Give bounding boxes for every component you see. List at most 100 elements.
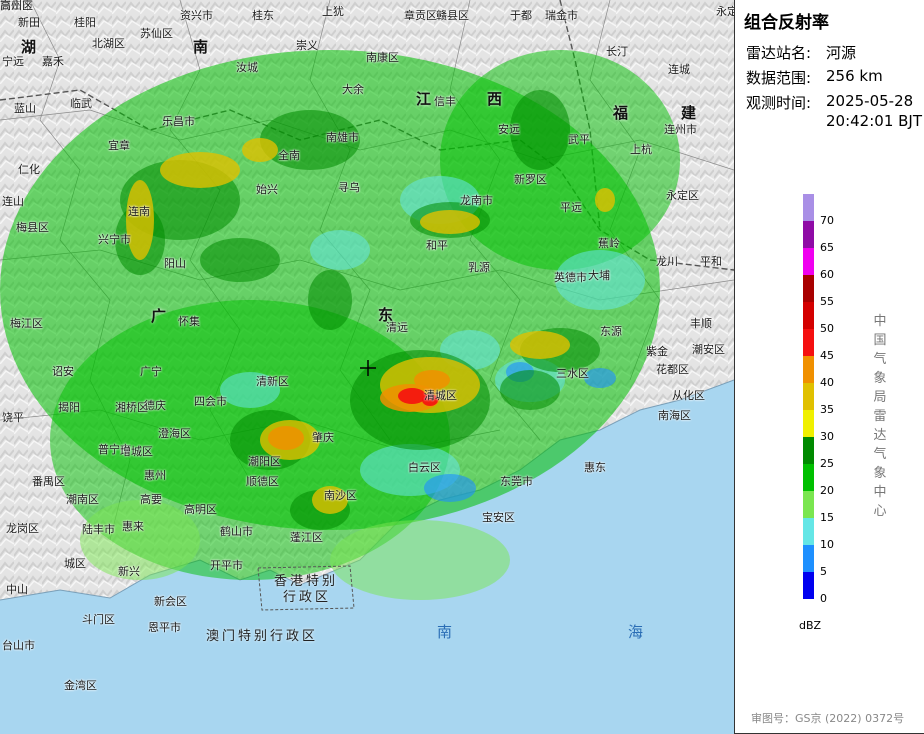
map-canvas bbox=[0, 0, 734, 734]
province-label: 西 bbox=[487, 90, 503, 108]
place-label: 嘉禾 bbox=[42, 55, 64, 68]
place-label: 清远 bbox=[386, 321, 408, 334]
place-label: 高要 bbox=[140, 493, 162, 506]
place-label: 城区 bbox=[64, 557, 86, 570]
echo-cell bbox=[310, 230, 370, 270]
place-label: 宜章 bbox=[108, 139, 130, 152]
place-label: 番禺区 bbox=[32, 475, 65, 488]
scale-segment bbox=[803, 356, 814, 383]
place-label: 宁远 bbox=[2, 55, 24, 68]
province-label: 福 bbox=[613, 104, 629, 122]
place-label: 龙川 bbox=[656, 255, 678, 268]
echo-cell bbox=[422, 394, 438, 406]
place-label: 阳东区 bbox=[0, 0, 33, 12]
echo-cell bbox=[440, 50, 680, 270]
place-label: 兴宁市 bbox=[98, 233, 131, 246]
place-label: 连山 bbox=[2, 195, 24, 208]
place-label: 于都 bbox=[510, 9, 532, 22]
scale-tick-label: 55 bbox=[820, 295, 834, 308]
scale-tick-label: 0 bbox=[820, 592, 827, 605]
place-label: 仁化 bbox=[18, 163, 40, 176]
place-label: 平远 bbox=[560, 201, 582, 214]
place-label: 临武 bbox=[70, 97, 92, 110]
place-label: 和平 bbox=[426, 239, 448, 252]
place-label: 紫金 bbox=[646, 345, 668, 358]
station-value: 河源 bbox=[826, 44, 857, 62]
echo-cell bbox=[312, 486, 348, 514]
time-clock: 20:42:01 BJT bbox=[826, 112, 923, 130]
range-row: 数据范围: 256 km bbox=[746, 67, 883, 88]
echo-cell bbox=[308, 270, 352, 330]
echo-cell bbox=[268, 426, 304, 450]
scale-segment bbox=[803, 221, 814, 248]
sea-label: 海 bbox=[628, 623, 646, 641]
scale-segment bbox=[803, 437, 814, 464]
province-label: 南 bbox=[193, 38, 209, 56]
station-row: 雷达站名: 河源 bbox=[746, 42, 856, 63]
place-label: 德庆 bbox=[144, 399, 166, 412]
place-label: 高州区 bbox=[0, 0, 33, 12]
place-label: 恩平市 bbox=[148, 621, 181, 634]
place-label: 鹤山市 bbox=[220, 525, 253, 538]
place-label: 始兴 bbox=[256, 183, 278, 196]
place-label: 新罗区 bbox=[514, 173, 547, 186]
place-label: 南雄市 bbox=[326, 131, 359, 144]
place-label: 连城 bbox=[668, 63, 690, 76]
place-label: 大余 bbox=[342, 83, 364, 96]
place-label: 梅县区 bbox=[16, 221, 49, 234]
place-label: 乐昌市 bbox=[162, 115, 195, 128]
place-label: 陆丰市 bbox=[82, 523, 115, 536]
agency-watermark: 中国气象局雷达气象中心 bbox=[873, 314, 887, 519]
place-label: 白云区 bbox=[408, 461, 441, 474]
echo-cell bbox=[510, 331, 570, 359]
echo-cell bbox=[260, 110, 360, 170]
echo-cell bbox=[414, 370, 450, 390]
place-label: 新兴 bbox=[118, 565, 140, 578]
place-label: 揭阳 bbox=[58, 401, 80, 414]
place-label: 普宁市 bbox=[98, 443, 131, 456]
scale-segment bbox=[803, 545, 814, 572]
scale-segment bbox=[803, 518, 814, 545]
scale-tick-label: 70 bbox=[820, 214, 834, 227]
place-label: 永定区 bbox=[716, 5, 734, 18]
place-label: 龙岗区 bbox=[6, 522, 39, 535]
scale-segment bbox=[803, 275, 814, 302]
scale-tick-label: 60 bbox=[820, 268, 834, 281]
place-label: 长汀 bbox=[606, 45, 628, 58]
place-label: 肇庆 bbox=[312, 431, 334, 444]
scale-tick-label: 20 bbox=[820, 484, 834, 497]
echo-cell bbox=[126, 180, 154, 260]
place-label: 新田 bbox=[18, 16, 40, 29]
place-label: 三水区 bbox=[556, 367, 589, 380]
place-label: 连州市 bbox=[664, 123, 697, 136]
place-label: 怀集 bbox=[178, 315, 200, 328]
scale-segment bbox=[803, 329, 814, 356]
sar-label: 澳门特别行政区 bbox=[206, 629, 319, 644]
place-label: 四会市 bbox=[194, 395, 227, 408]
place-label: 诏安 bbox=[52, 365, 74, 378]
radar-map[interactable]: 湖 南 江 西 福 建 广 东 南 海 香港特别 行政区 澳门特别行政区 新田 桂… bbox=[0, 0, 734, 734]
echo-cell bbox=[500, 370, 560, 410]
scale-segment bbox=[803, 302, 814, 329]
place-label: 大埔 bbox=[588, 269, 610, 282]
place-label: 澄海区 bbox=[158, 427, 191, 440]
scale-segment bbox=[803, 572, 814, 599]
scale-segment bbox=[803, 383, 814, 410]
scale-tick-label: 25 bbox=[820, 457, 834, 470]
map-approval-number: 审图号：GS京 (2022) 0372号 bbox=[751, 712, 905, 725]
place-label: 章贡区 bbox=[404, 9, 437, 22]
place-label: 蕉岭 bbox=[598, 237, 620, 250]
time-label: 观测时间: bbox=[746, 94, 812, 112]
place-label: 南康区 bbox=[366, 51, 399, 64]
place-label: 增城区 bbox=[120, 445, 153, 458]
province-label: 湖 bbox=[21, 38, 37, 56]
scale-tick-label: 40 bbox=[820, 376, 834, 389]
place-label: 瑞金市 bbox=[545, 9, 578, 22]
place-label: 上犹 bbox=[322, 5, 344, 18]
place-label: 龙南市 bbox=[460, 194, 493, 207]
time-date: 2025-05-28 bbox=[826, 92, 914, 110]
place-label: 蓬江区 bbox=[290, 531, 323, 544]
scale-segment bbox=[803, 248, 814, 275]
place-label: 斗门区 bbox=[82, 613, 115, 626]
echo-cell bbox=[555, 250, 645, 310]
